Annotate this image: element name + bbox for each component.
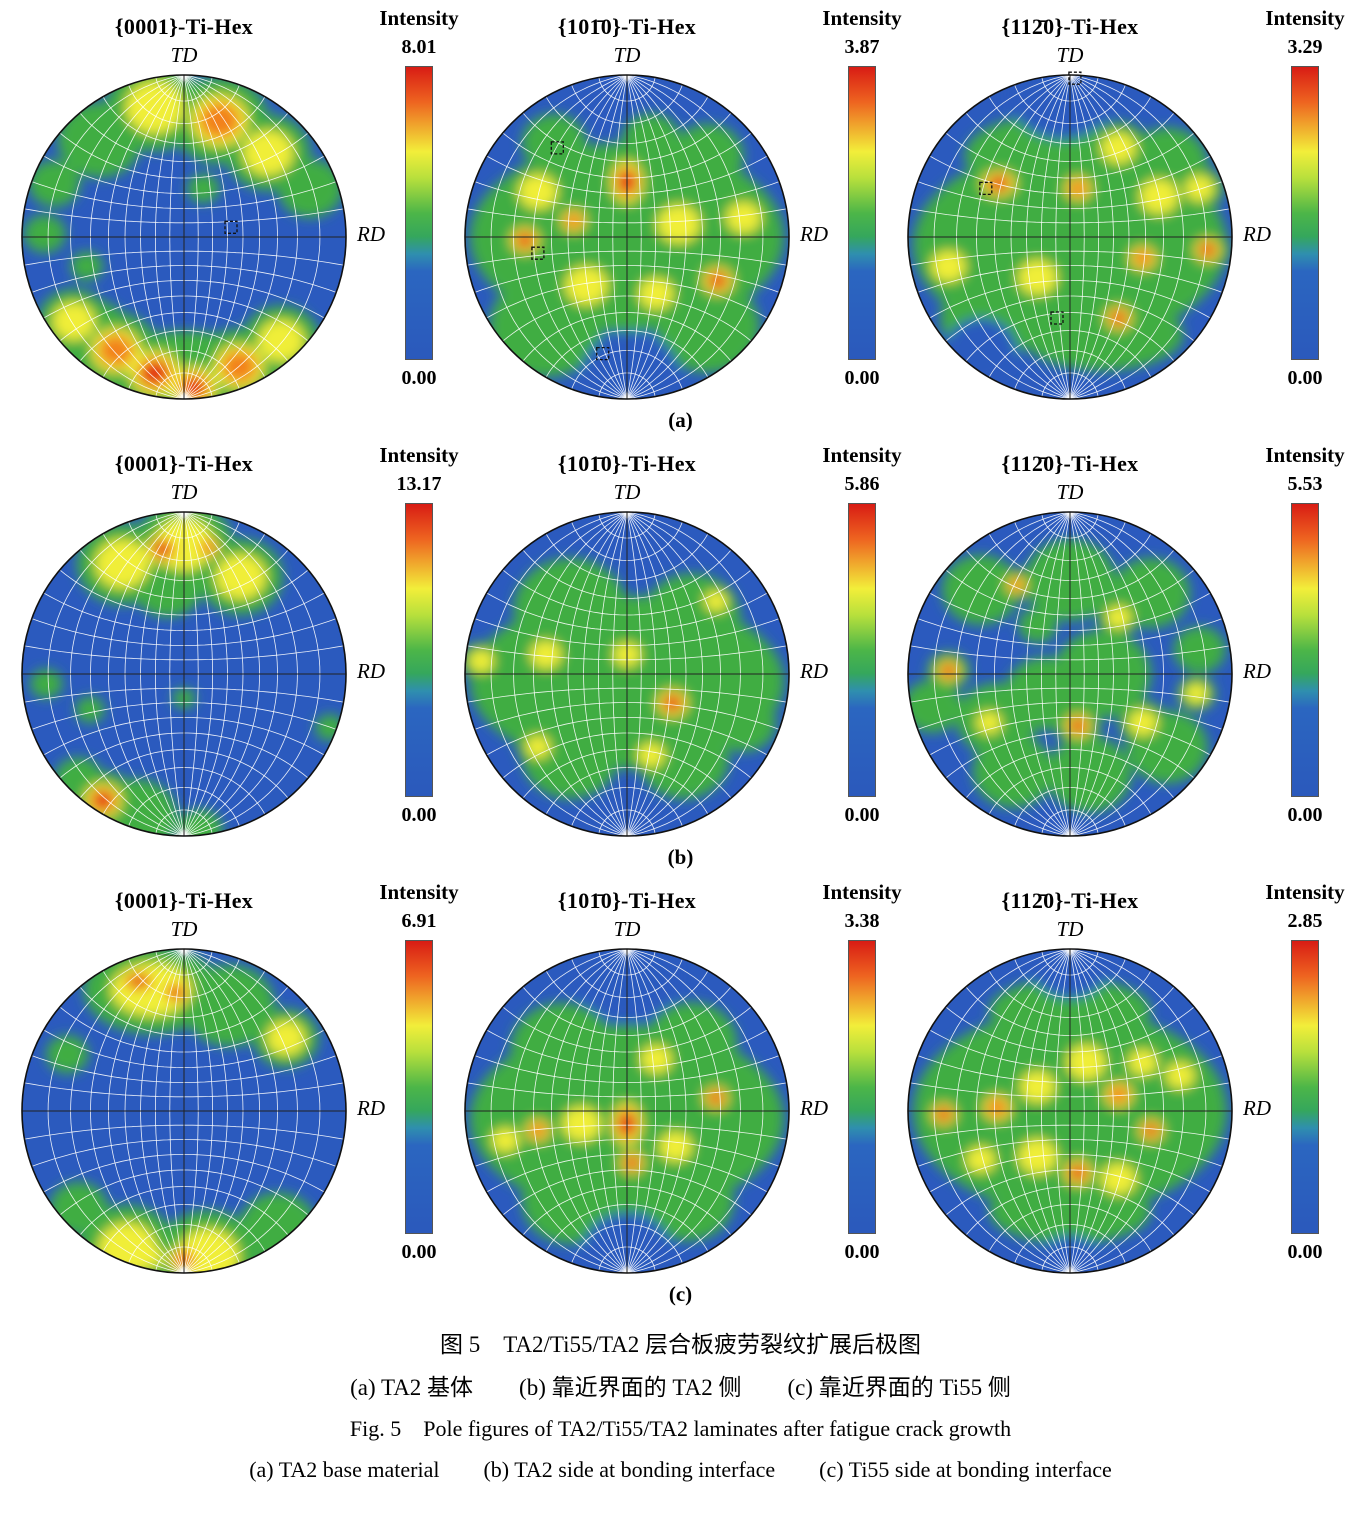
intensity-max: 2.85: [1287, 910, 1323, 932]
td-axis-label: TD: [170, 480, 198, 504]
panel-title: {112̄0}-Ti-Hex: [1001, 451, 1139, 476]
td-axis-label: TD: [1056, 917, 1084, 941]
pole-figure-plot: [464, 74, 790, 400]
intensity-min: 0.00: [401, 367, 437, 389]
td-axis-label: TD: [1056, 480, 1084, 504]
intensity-colorbar: [1291, 503, 1319, 797]
pole-figure-plot: [21, 74, 347, 400]
rd-axis-label: RD: [357, 1096, 385, 1120]
intensity-min: 0.00: [401, 1241, 437, 1263]
rd-axis-label: RD: [357, 659, 385, 683]
caption-en-subitems: (a) TA2 base material (b) TA2 side at bo…: [249, 1457, 1112, 1482]
td-axis-label: TD: [170, 917, 198, 941]
pole-figure-plot: [21, 948, 347, 1274]
intensity-max: 3.87: [844, 36, 880, 58]
intensity-label: Intensity: [379, 443, 459, 467]
pole-figure-panel: {112̄0}-Ti-Hex TD RD Intensity 2.85 0.00: [900, 878, 1345, 1279]
pole-figure-panel: {0001}-Ti-Hex TD RD Intensity 8.01 0.00: [14, 4, 459, 405]
pole-figure-panel: {112̄0}-Ti-Hex TD RD Intensity 3.29 0.00: [900, 4, 1345, 405]
intensity-min: 0.00: [844, 367, 880, 389]
row-label-c: (c): [668, 1282, 693, 1306]
intensity-max: 6.91: [401, 910, 437, 932]
pole-figure-panel: {0001}-Ti-Hex TD RD Intensity 6.91 0.00: [14, 878, 459, 1279]
td-axis-label: TD: [613, 917, 641, 941]
intensity-colorbar: [405, 66, 433, 360]
td-axis-label: TD: [1056, 43, 1084, 67]
intensity-label: Intensity: [1265, 880, 1345, 904]
pole-figure-plot: [21, 511, 347, 837]
pole-figure-panel: {0001}-Ti-Hex TD RD Intensity 13.17 0.00: [14, 441, 459, 842]
pole-figure-panel: {112̄0}-Ti-Hex TD RD Intensity 5.53 0.00: [900, 441, 1345, 842]
intensity-colorbar: [848, 503, 876, 797]
rd-axis-label: RD: [357, 222, 385, 246]
row-label-b: (b): [667, 845, 694, 869]
intensity-max: 3.29: [1287, 36, 1323, 58]
intensity-colorbar: [1291, 940, 1319, 1234]
panel-title: {0001}-Ti-Hex: [114, 14, 254, 39]
intensity-min: 0.00: [844, 804, 880, 826]
intensity-colorbar: [1291, 66, 1319, 360]
panel-title: {112̄0}-Ti-Hex: [1001, 888, 1139, 913]
row-label-a: (a): [668, 408, 693, 432]
panel-title: {112̄0}-Ti-Hex: [1001, 14, 1139, 39]
rd-axis-label: RD: [800, 659, 828, 683]
panel-title: {101̄0}-Ti-Hex: [557, 14, 697, 39]
intensity-label: Intensity: [1265, 443, 1345, 467]
rd-axis-label: RD: [1243, 659, 1271, 683]
caption-zh-title: 图 5 TA2/Ti55/TA2 层合板疲劳裂纹扩展后极图: [439, 1332, 922, 1357]
pole-figure-plot: [907, 948, 1233, 1274]
row-b: {0001}-Ti-Hex TD RD Intensity 13.17 0.00: [14, 441, 1347, 870]
intensity-label: Intensity: [822, 880, 902, 904]
intensity-min: 0.00: [1287, 367, 1323, 389]
rd-axis-label: RD: [800, 222, 828, 246]
pole-figure-plot: [907, 71, 1233, 400]
td-axis-label: TD: [613, 480, 641, 504]
panel-title: {0001}-Ti-Hex: [114, 888, 254, 913]
caption-zh-subitems: (a) TA2 基体 (b) 靠近界面的 TA2 侧 (c) 靠近界面的 Ti5…: [350, 1375, 1011, 1400]
intensity-max: 5.53: [1287, 473, 1323, 495]
pole-figure-plot: [464, 511, 790, 837]
pole-figure-panel: {101̄0}-Ti-Hex TD RD Intensity 3.87 0.00: [457, 4, 902, 405]
panel-title: {0001}-Ti-Hex: [114, 451, 254, 476]
pole-figure-plot: [907, 511, 1233, 837]
caption-en-title: Fig. 5 Pole figures of TA2/Ti55/TA2 lami…: [349, 1416, 1012, 1441]
rd-axis-label: RD: [1243, 1096, 1271, 1120]
pole-figure-plot: [464, 948, 790, 1274]
intensity-label: Intensity: [1265, 6, 1345, 30]
td-axis-label: TD: [170, 43, 198, 67]
figure-caption: 图 5 TA2/Ti55/TA2 层合板疲劳裂纹扩展后极图 (a) TA2 基体…: [14, 1325, 1347, 1484]
intensity-min: 0.00: [1287, 804, 1323, 826]
intensity-colorbar: [848, 940, 876, 1234]
intensity-min: 0.00: [844, 1241, 880, 1263]
td-axis-label: TD: [613, 43, 641, 67]
panel-title: {101̄0}-Ti-Hex: [557, 888, 697, 913]
intensity-colorbar: [405, 503, 433, 797]
intensity-max: 13.17: [396, 473, 442, 495]
intensity-min: 0.00: [401, 804, 437, 826]
rd-axis-label: RD: [1243, 222, 1271, 246]
panel-title: {101̄0}-Ti-Hex: [557, 451, 697, 476]
intensity-label: Intensity: [822, 443, 902, 467]
pole-figure-panel: {101̄0}-Ti-Hex TD RD Intensity 5.86 0.00: [457, 441, 902, 842]
row-a: {0001}-Ti-Hex TD RD Intensity 8.01 0.00 …: [14, 4, 1347, 433]
intensity-max: 3.38: [844, 910, 880, 932]
intensity-colorbar: [405, 940, 433, 1234]
intensity-max: 8.01: [401, 36, 437, 58]
intensity-label: Intensity: [379, 880, 459, 904]
intensity-colorbar: [848, 66, 876, 360]
intensity-max: 5.86: [844, 473, 880, 495]
intensity-label: Intensity: [822, 6, 902, 30]
rd-axis-label: RD: [800, 1096, 828, 1120]
pole-figure-panel: {101̄0}-Ti-Hex TD RD Intensity 3.38 0.00: [457, 878, 902, 1279]
row-c: {0001}-Ti-Hex TD RD Intensity 6.91 0.00 …: [14, 878, 1347, 1307]
intensity-min: 0.00: [1287, 1241, 1323, 1263]
intensity-label: Intensity: [379, 6, 459, 30]
